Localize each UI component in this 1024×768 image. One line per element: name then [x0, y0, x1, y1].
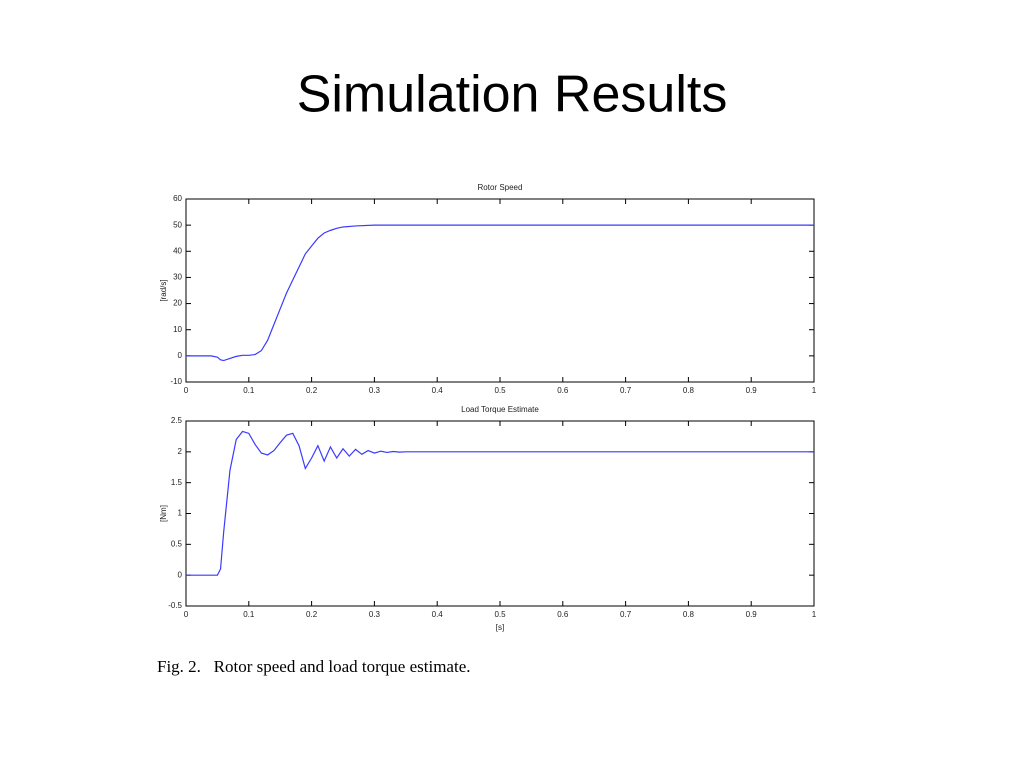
y-tick-label: 2.5: [171, 416, 183, 425]
y-tick-label: 2: [178, 447, 183, 456]
x-tick-label: 0.6: [557, 610, 569, 619]
y-tick-label: 0.5: [171, 539, 183, 548]
x-tick-label: 0.3: [369, 610, 381, 619]
y-tick-label: -0.5: [168, 601, 182, 610]
x-tick-label: 0: [184, 386, 189, 395]
y-tick-label: 20: [173, 299, 182, 308]
y-tick-label: 10: [173, 325, 182, 334]
x-tick-label: 0.1: [243, 386, 255, 395]
chart-title: Rotor Speed: [478, 183, 523, 192]
x-tick-label: 0.2: [306, 386, 318, 395]
x-tick-label: 0.9: [746, 610, 758, 619]
y-tick-label: 50: [173, 220, 182, 229]
x-tick-label: 0.6: [557, 386, 569, 395]
x-tick-label: 0.4: [432, 610, 444, 619]
x-tick-label: 1: [812, 610, 817, 619]
slide-title: Simulation Results: [297, 66, 728, 124]
chart-title: Load Torque Estimate: [461, 405, 539, 414]
y-tick-label: -10: [170, 377, 182, 386]
x-tick-label: 0.3: [369, 386, 381, 395]
y-tick-label: 60: [173, 194, 182, 203]
y-axis-label: [Nm]: [159, 505, 168, 522]
x-tick-label: 0.1: [243, 610, 255, 619]
y-tick-label: 30: [173, 273, 182, 282]
x-tick-label: 0.8: [683, 610, 695, 619]
x-tick-label: 1: [812, 386, 817, 395]
x-axis-label: [s]: [496, 623, 504, 632]
y-tick-label: 0: [178, 351, 183, 360]
x-tick-label: 0.9: [746, 386, 758, 395]
x-tick-label: 0.5: [494, 610, 506, 619]
y-axis-label: [rad/s]: [159, 279, 168, 301]
x-tick-label: 0.7: [620, 610, 632, 619]
plot-frame: [185, 198, 815, 383]
y-tick-label: 1.5: [171, 478, 183, 487]
data-line: [186, 430, 814, 576]
plot-frame: [185, 420, 815, 607]
y-tick-label: 1: [178, 509, 183, 518]
x-tick-label: 0.2: [306, 610, 318, 619]
x-tick-label: 0: [184, 610, 189, 619]
x-tick-label: 0.5: [494, 386, 506, 395]
x-tick-label: 0.7: [620, 386, 632, 395]
x-tick-label: 0.4: [432, 386, 444, 395]
data-line: [186, 224, 814, 362]
figure-caption: Fig. 2. Rotor speed and load torque esti…: [157, 657, 471, 676]
y-tick-label: 0: [178, 570, 183, 579]
y-tick-label: 40: [173, 246, 182, 255]
x-tick-label: 0.8: [683, 386, 695, 395]
